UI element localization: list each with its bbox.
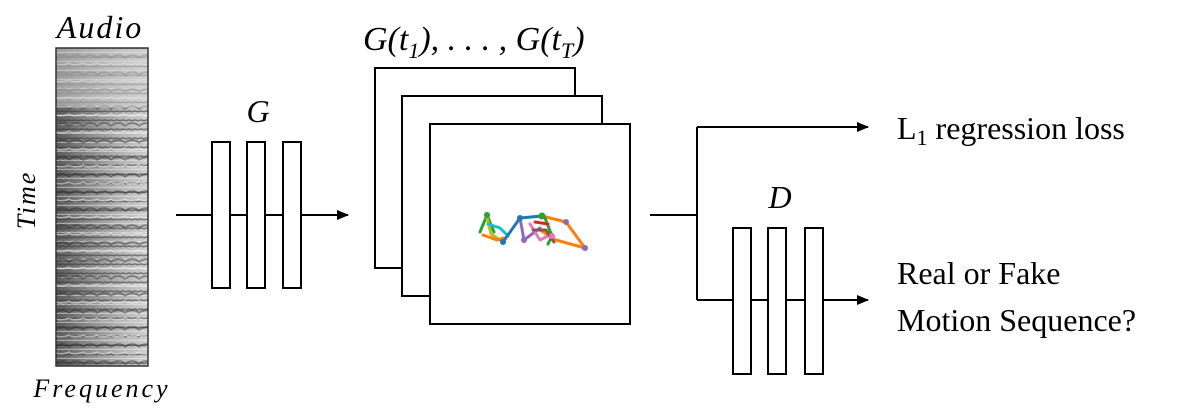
discriminator-layer-1 — [732, 227, 752, 375]
discriminator-layer-3 — [804, 227, 824, 375]
spectrogram-frame — [55, 47, 149, 367]
output-frame-stack — [374, 67, 631, 325]
frames-label: G(t1), . . . , G(tT) — [363, 21, 585, 63]
pose-skeleton — [478, 212, 588, 251]
generator-network — [211, 141, 302, 289]
generator-label: G — [246, 93, 269, 129]
spectrogram-title: Audio — [55, 9, 143, 45]
discriminator-label: D — [767, 179, 791, 215]
discriminator-network — [732, 227, 824, 375]
generator-layer-2 — [246, 141, 266, 289]
generator-layer-1 — [211, 141, 231, 289]
discriminator-layer-2 — [767, 227, 787, 375]
regression-loss-label: L1 regression loss — [897, 110, 1125, 150]
adversarial-label-line-2: Motion Sequence? — [897, 302, 1136, 338]
spectrogram-time-label: Time — [12, 171, 41, 230]
adversarial-label-line-1: Real or Fake — [897, 255, 1061, 291]
generator-layer-3 — [282, 141, 302, 289]
spectrogram-frequency-label: Frequency — [32, 374, 170, 403]
spectrogram — [55, 47, 149, 367]
